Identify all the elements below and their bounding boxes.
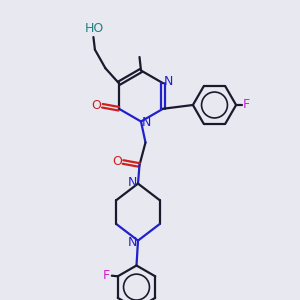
- Text: F: F: [243, 98, 250, 112]
- Text: O: O: [112, 155, 122, 168]
- Text: N: N: [164, 75, 173, 88]
- Text: O: O: [92, 99, 101, 112]
- Text: F: F: [103, 268, 110, 282]
- Text: N: N: [128, 236, 137, 249]
- Text: N: N: [142, 116, 151, 129]
- Text: HO: HO: [85, 22, 104, 35]
- Text: N: N: [128, 176, 137, 189]
